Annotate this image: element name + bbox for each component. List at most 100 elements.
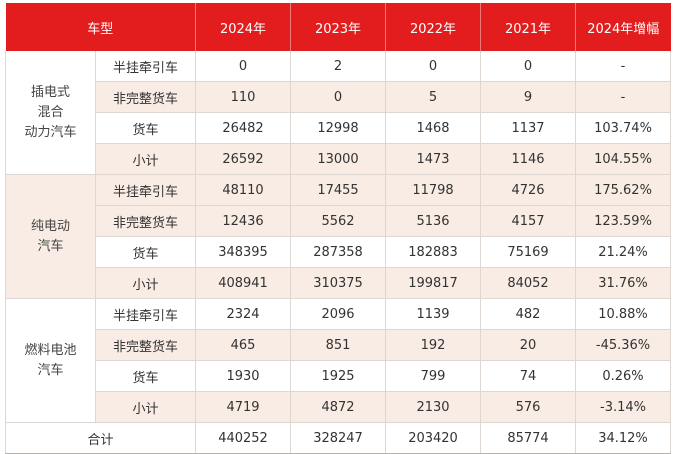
cell-growth: - (575, 51, 672, 82)
cell-type: 小计 (94, 267, 196, 299)
cell-2021: 1146 (480, 143, 576, 175)
cell-2022: 192 (385, 329, 481, 361)
table-row: 非完整货车 110 0 5 9 - (6, 81, 672, 113)
cell-growth: 10.88% (575, 298, 672, 330)
header-row: 车型 2024年 2023年 2022年 2021年 2024年增幅 (5, 3, 671, 51)
group-label-battery-electric: 纯电动 汽车 (5, 174, 96, 299)
cell-2022: 199817 (385, 267, 481, 299)
table-row: 燃料电池 汽车 半挂牵引车 2324 2096 1139 482 10.88% (5, 298, 672, 423)
cell-growth: 103.74% (575, 112, 672, 144)
cell-growth: 175.62% (575, 174, 672, 206)
total-label: 合计 (4, 422, 196, 454)
cell-2024: 4719 (195, 391, 291, 423)
group-label-fuel-cell: 燃料电池 汽车 (5, 298, 96, 423)
cell-2023: 310375 (290, 267, 386, 299)
table-row-subtotal: 小计 26592 13000 1473 1146 104.55% (6, 143, 672, 175)
cell-2022: 5136 (385, 205, 481, 237)
cell-growth: 34.12% (575, 422, 672, 454)
table-row: 纯电动 汽车 半挂牵引车 48110 17455 11798 4726 175.… (5, 174, 672, 299)
cell-2022: 11798 (385, 174, 481, 206)
cell-2021: 85774 (480, 422, 576, 454)
group-label-line: 混合 (37, 104, 64, 120)
group-label-line: 动力汽车 (24, 124, 77, 140)
group-label-line: 插电式 (30, 84, 70, 100)
cell-2023: 2 (290, 51, 386, 82)
table-row-subtotal: 小计 4719 4872 2130 576 -3.14% (6, 391, 672, 423)
cell-2024: 48110 (195, 174, 291, 206)
cell-2024: 0 (195, 51, 291, 82)
header-2021: 2021年 (480, 3, 577, 51)
cell-2023: 287358 (290, 236, 386, 268)
cell-2021: 4726 (480, 174, 576, 206)
cell-type: 货车 (94, 236, 196, 268)
table-row: 插电式 混合 动力汽车 半挂牵引车 0 2 0 0 - (5, 51, 672, 175)
cell-type: 半挂牵引车 (94, 298, 196, 330)
cell-2022: 203420 (385, 422, 481, 454)
cell-2022: 182883 (385, 236, 481, 268)
cell-growth: 123.59% (575, 205, 672, 237)
cell-type: 货车 (94, 360, 196, 392)
cell-2021: 0 (480, 51, 576, 82)
cell-2023: 5562 (290, 205, 386, 237)
cell-2023: 4872 (290, 391, 386, 423)
cell-2023: 1925 (290, 360, 386, 392)
cell-2023: 13000 (290, 143, 386, 175)
cell-2023: 17455 (290, 174, 386, 206)
table-row: 非完整货车 12436 5562 5136 4157 123.59% (6, 205, 672, 237)
cell-2024: 465 (195, 329, 291, 361)
table-row-total: 合计 440252 328247 203420 85774 34.12% (4, 422, 672, 454)
cell-type: 半挂牵引车 (94, 174, 196, 206)
cell-growth: -3.14% (575, 391, 672, 423)
cell-2024: 1930 (195, 360, 291, 392)
group-label-line: 燃料电池 (24, 342, 77, 358)
cell-growth: - (575, 81, 672, 113)
cell-type: 非完整货车 (94, 81, 196, 113)
cell-growth: 0.26% (575, 360, 672, 392)
cell-2021: 75169 (480, 236, 576, 268)
cell-growth: 104.55% (575, 143, 672, 175)
cell-growth: 21.24% (575, 236, 672, 268)
cell-2022: 0 (385, 51, 481, 82)
cell-2022: 1468 (385, 112, 481, 144)
group-label-line: 汽车 (37, 362, 64, 378)
cell-2023: 328247 (290, 422, 386, 454)
cell-2022: 5 (385, 81, 481, 113)
group-label-line: 纯电动 (30, 218, 70, 234)
cell-type: 非完整货车 (94, 205, 196, 237)
cell-2021: 482 (480, 298, 576, 330)
group-label-line: 汽车 (37, 238, 64, 254)
cell-growth: 31.76% (575, 267, 672, 299)
cell-type: 半挂牵引车 (94, 51, 196, 82)
vehicle-sales-table: 车型 2024年 2023年 2022年 2021年 2024年增幅 插电式 混… (4, 3, 672, 454)
header-2023: 2023年 (290, 3, 387, 51)
header-2024: 2024年 (195, 3, 292, 51)
cell-2024: 408941 (195, 267, 291, 299)
cell-type: 非完整货车 (94, 329, 196, 361)
cell-2021: 4157 (480, 205, 576, 237)
cell-2024: 26592 (195, 143, 291, 175)
cell-growth: -45.36% (575, 329, 672, 361)
table-row: 货车 348395 287358 182883 75169 21.24% (6, 236, 672, 268)
header-2024-growth: 2024年增幅 (575, 3, 671, 51)
cell-2024: 26482 (195, 112, 291, 144)
cell-2023: 12998 (290, 112, 386, 144)
table-row: 非完整货车 465 851 192 20 -45.36% (6, 329, 672, 361)
cell-type: 小计 (94, 143, 196, 175)
header-vehicle-type: 车型 (5, 3, 197, 51)
cell-2021: 1137 (480, 112, 576, 144)
header-2022: 2022年 (385, 3, 482, 51)
cell-2023: 0 (290, 81, 386, 113)
cell-2021: 84052 (480, 267, 576, 299)
cell-2021: 9 (480, 81, 576, 113)
table-row: 货车 1930 1925 799 74 0.26% (6, 360, 672, 392)
cell-2024: 348395 (195, 236, 291, 268)
cell-2021: 74 (480, 360, 576, 392)
cell-2021: 576 (480, 391, 576, 423)
cell-type: 货车 (94, 112, 196, 144)
cell-2023: 851 (290, 329, 386, 361)
cell-2022: 1139 (385, 298, 481, 330)
cell-2024: 12436 (195, 205, 291, 237)
cell-2022: 2130 (385, 391, 481, 423)
cell-2022: 799 (385, 360, 481, 392)
cell-2024: 110 (195, 81, 291, 113)
